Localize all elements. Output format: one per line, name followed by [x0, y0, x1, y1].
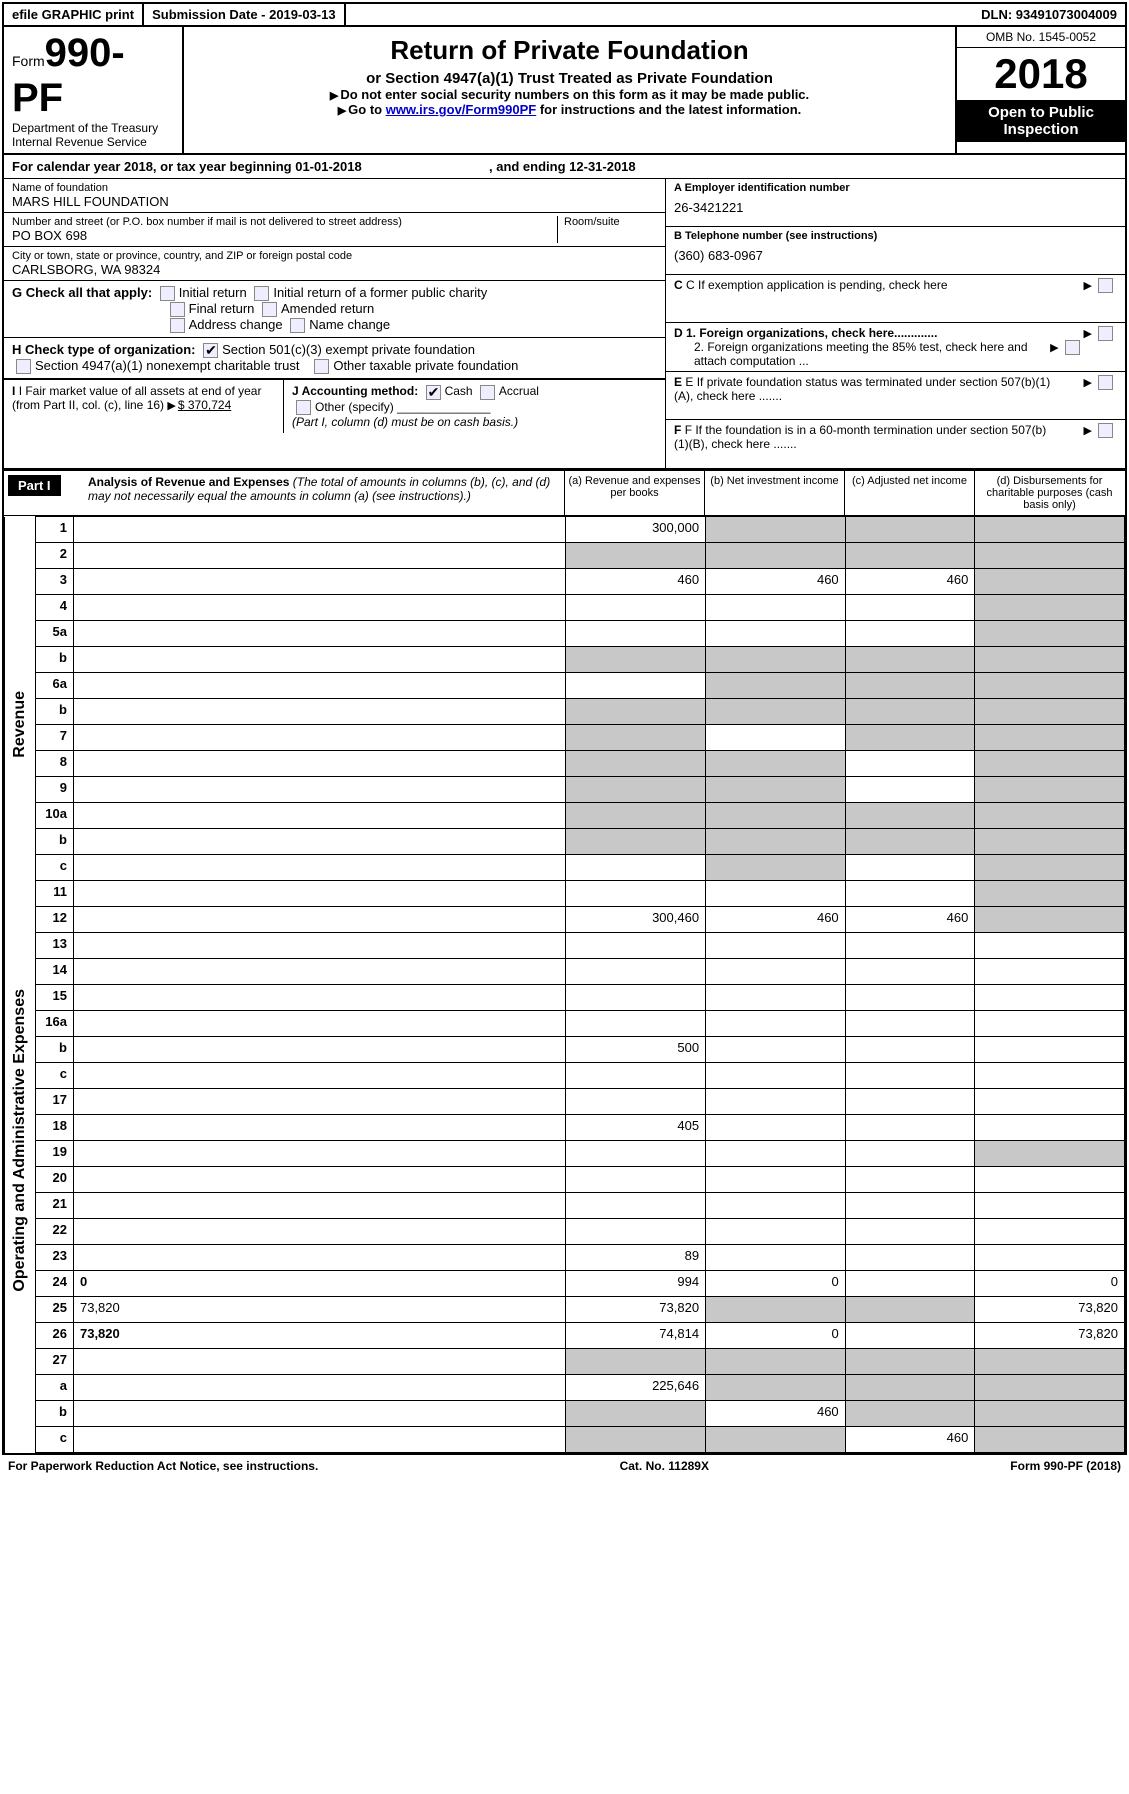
tel-cell: B Telephone number (see instructions) (3…	[666, 227, 1125, 275]
table-row: 19	[5, 1141, 1125, 1167]
section-g: G Check all that apply: Initial return I…	[4, 281, 665, 338]
checkbox-accrual[interactable]	[480, 385, 495, 400]
submission-date: Submission Date - 2019-03-13	[144, 4, 346, 25]
checkbox-final-return[interactable]	[170, 302, 185, 317]
table-row: 9	[5, 777, 1125, 803]
form-title: Return of Private Foundation	[192, 35, 947, 66]
checkbox-d2[interactable]	[1065, 340, 1080, 355]
checkbox-name-change[interactable]	[290, 318, 305, 333]
efile-label: efile GRAPHIC print	[4, 4, 144, 25]
checkbox-address-change[interactable]	[170, 318, 185, 333]
table-row: 2389	[5, 1245, 1125, 1271]
section-f: F F If the foundation is in a 60-month t…	[666, 420, 1125, 468]
foundation-name-cell: Name of foundation MARS HILL FOUNDATION	[4, 179, 665, 213]
table-row: 3460460460	[5, 569, 1125, 595]
checkbox-501c3[interactable]	[203, 343, 218, 358]
section-i: I I Fair market value of all assets at e…	[4, 380, 284, 433]
table-row: 22	[5, 1219, 1125, 1245]
table-row: 8	[5, 751, 1125, 777]
table-row: 20	[5, 1167, 1125, 1193]
table-row: 17	[5, 1089, 1125, 1115]
section-e: E E If private foundation status was ter…	[666, 372, 1125, 420]
instructions-link[interactable]: www.irs.gov/Form990PF	[386, 102, 537, 117]
year-block: OMB No. 1545-0052 2018 Open to Public In…	[955, 27, 1125, 153]
table-row: 21	[5, 1193, 1125, 1219]
table-row: 6a	[5, 673, 1125, 699]
table-row: b	[5, 699, 1125, 725]
table-row: b	[5, 829, 1125, 855]
table-row: 4	[5, 595, 1125, 621]
checkbox-e[interactable]	[1098, 375, 1113, 390]
dln: DLN: 93491073004009	[973, 4, 1125, 25]
table-row: b500	[5, 1037, 1125, 1063]
table-row: 24099400	[5, 1271, 1125, 1297]
table-row: 2	[5, 543, 1125, 569]
table-row: c460	[5, 1427, 1125, 1453]
city-cell: City or town, state or province, country…	[4, 247, 665, 281]
checkbox-other-taxable[interactable]	[314, 359, 329, 374]
table-row: a225,646	[5, 1375, 1125, 1401]
table-row: Operating and Administrative Expenses13	[5, 933, 1125, 959]
checkbox-cash[interactable]	[426, 385, 441, 400]
checkbox-initial-former[interactable]	[254, 286, 269, 301]
section-j: J Accounting method: Cash Accrual Other …	[284, 380, 665, 433]
table-row: b	[5, 647, 1125, 673]
checkbox-initial-return[interactable]	[160, 286, 175, 301]
table-row: 5a	[5, 621, 1125, 647]
table-row: 10a	[5, 803, 1125, 829]
table-row: 11	[5, 881, 1125, 907]
section-c: C C If exemption application is pending,…	[666, 275, 1125, 323]
table-row: 2673,82074,814073,820	[5, 1323, 1125, 1349]
table-row: 12300,460460460	[5, 907, 1125, 933]
table-row: 16a	[5, 1011, 1125, 1037]
footer: For Paperwork Reduction Act Notice, see …	[0, 1457, 1129, 1475]
section-h: H Check type of organization: Section 50…	[4, 338, 665, 379]
checkbox-other-method[interactable]	[296, 400, 311, 415]
ein-cell: A Employer identification number 26-3421…	[666, 179, 1125, 227]
table-row: c	[5, 855, 1125, 881]
checkbox-d1[interactable]	[1098, 326, 1113, 341]
table-row: 7	[5, 725, 1125, 751]
part1-header-row: Part I Analysis of Revenue and Expenses …	[4, 469, 1125, 516]
table-row: 2573,82073,82073,820	[5, 1297, 1125, 1323]
form-title-block: Return of Private Foundation or Section …	[184, 27, 955, 153]
calendar-year-row: For calendar year 2018, or tax year begi…	[4, 155, 1125, 179]
section-d: D 1. Foreign organizations, check here..…	[666, 323, 1125, 372]
side-label: Operating and Administrative Expenses	[5, 933, 36, 1349]
checkbox-f[interactable]	[1098, 423, 1113, 438]
table-row: c	[5, 1063, 1125, 1089]
checkbox-4947[interactable]	[16, 359, 31, 374]
table-row: 14	[5, 959, 1125, 985]
revenue-expense-table: Revenue1300,0002346046046045ab6ab78910ab…	[4, 516, 1125, 1453]
table-row: 18405	[5, 1115, 1125, 1141]
table-row: b460	[5, 1401, 1125, 1427]
table-row: 15	[5, 985, 1125, 1011]
form-id-block: Form990-PF Department of the Treasury In…	[4, 27, 184, 153]
table-row: 27	[5, 1349, 1125, 1375]
checkbox-c[interactable]	[1098, 278, 1113, 293]
side-label: Revenue	[5, 517, 36, 933]
table-row: Revenue1300,000	[5, 517, 1125, 543]
address-cell: Number and street (or P.O. box number if…	[4, 213, 665, 247]
checkbox-amended[interactable]	[262, 302, 277, 317]
